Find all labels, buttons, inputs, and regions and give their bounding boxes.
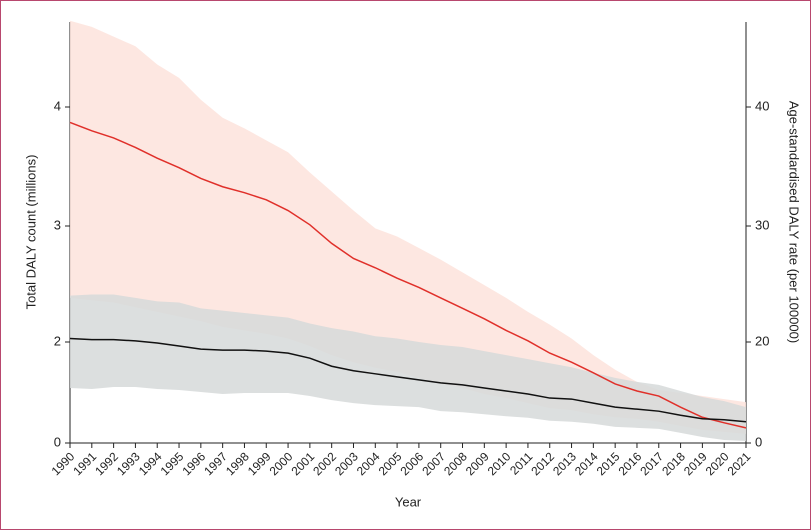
- x-tick-label: 2014: [572, 449, 601, 478]
- x-tick-label: 1998: [223, 449, 252, 478]
- y2-tick-label: 0: [755, 434, 762, 449]
- x-tick-label: 2001: [288, 449, 317, 478]
- x-tick-label: 2000: [267, 449, 296, 478]
- x-tick-label: 2017: [637, 449, 666, 478]
- x-tick-label: 2018: [659, 449, 688, 478]
- y-tick-label: 2: [54, 333, 61, 348]
- y2-tick-label: 20: [755, 333, 769, 348]
- x-tick-label: 2006: [397, 449, 426, 478]
- y2-tick-label: 30: [755, 217, 769, 232]
- x-tick-label: 1999: [245, 449, 274, 478]
- y-tick-label: 3: [54, 217, 61, 232]
- x-tick-label: 2019: [681, 449, 710, 478]
- x-tick-label: 1997: [201, 449, 230, 478]
- x-axis-label: Year: [395, 494, 422, 509]
- line: [69, 121, 747, 429]
- x-tick-label: 2013: [550, 449, 579, 478]
- x-tick-label: 2004: [354, 449, 383, 478]
- x-tick-label: 2002: [310, 449, 339, 478]
- x-tick-label: 1990: [49, 449, 78, 478]
- y2-axis-label: Age-standardised DALY rate (per 100000): [787, 101, 802, 343]
- x-tick-label: 2021: [725, 449, 754, 478]
- x-tick-label: 2011: [507, 449, 535, 477]
- x-tick-label: 2012: [528, 449, 557, 478]
- uncertainty-band: [70, 294, 746, 441]
- x-tick-label: 1996: [179, 449, 208, 478]
- x-tick-label: 2009: [463, 449, 492, 478]
- x-tick-label: 2016: [616, 449, 645, 478]
- x-tick-label: 2007: [419, 449, 448, 478]
- x-tick-label: 1995: [158, 449, 187, 478]
- x-tick-label: 1992: [92, 449, 121, 478]
- x-tick-label: 1993: [114, 449, 143, 478]
- x-tick-label: 2003: [332, 449, 361, 478]
- x-tick-label: 2020: [703, 449, 732, 478]
- x-tick-label: 2010: [485, 449, 514, 478]
- y-tick-label: 4: [54, 98, 61, 113]
- x-tick-label: 2015: [594, 449, 623, 478]
- x-tick-label: 2008: [441, 449, 470, 478]
- y-tick-label: 0: [54, 434, 61, 449]
- y-axis-label: Total DALY count (millions): [23, 155, 38, 310]
- x-tick-label: 1994: [136, 449, 165, 478]
- x-tick-label: 1991: [70, 449, 99, 478]
- y2-tick-label: 40: [755, 98, 769, 113]
- x-tick-label: 2005: [376, 449, 405, 478]
- line: [69, 337, 747, 423]
